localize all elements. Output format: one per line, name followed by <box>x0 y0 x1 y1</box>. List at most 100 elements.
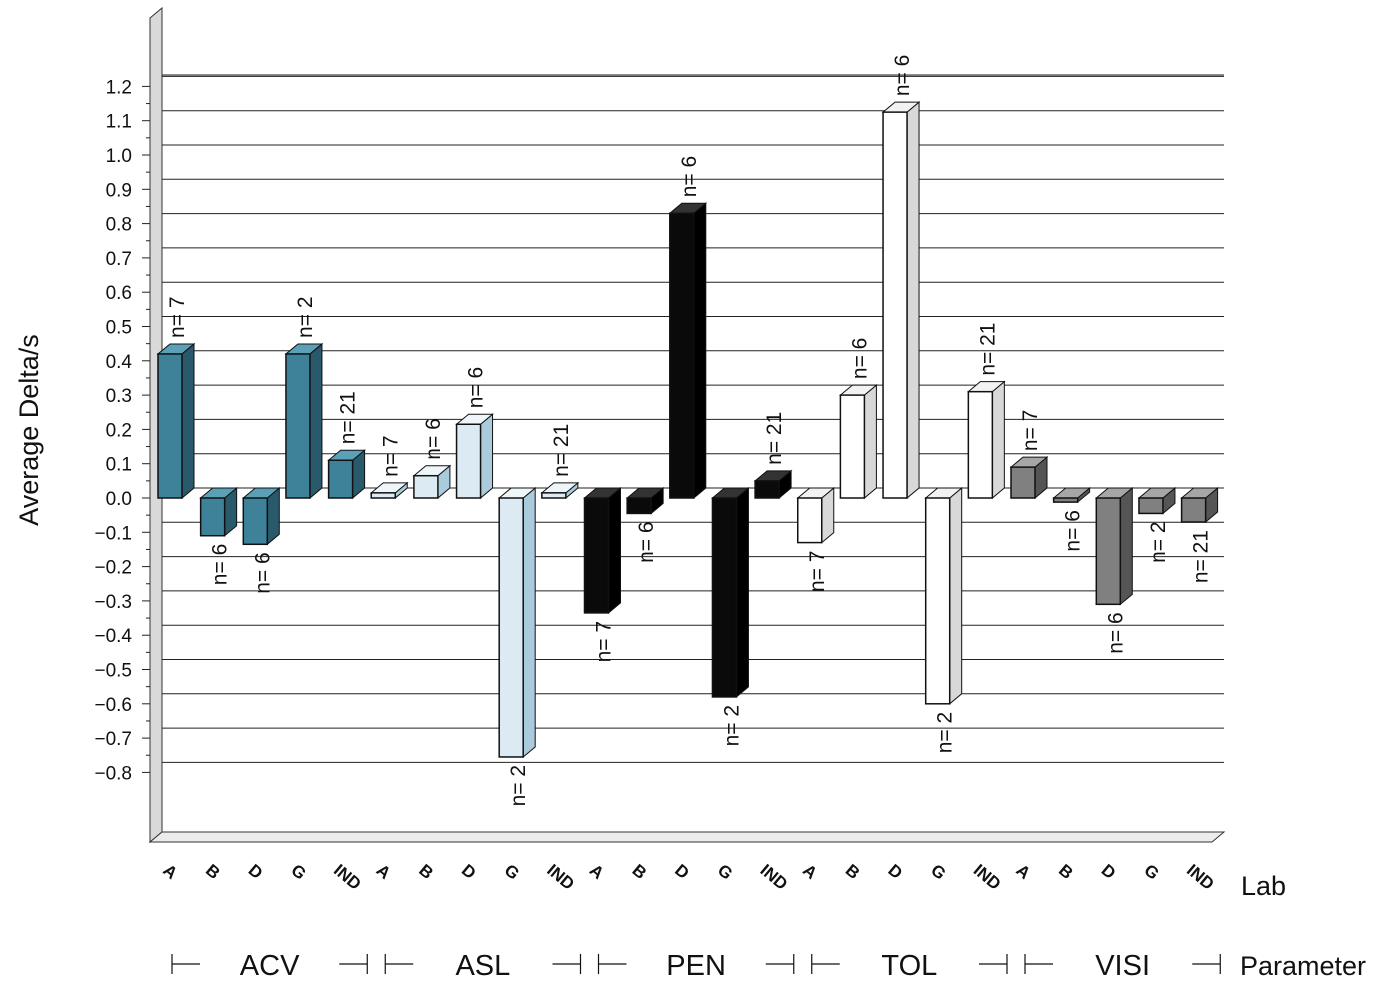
n-label: n= 6 <box>1104 612 1127 653</box>
lab-label: D <box>458 861 480 883</box>
chart-walls <box>148 6 1226 844</box>
y-tick-label: 1.0 <box>106 146 132 167</box>
group-label: ACV <box>240 950 300 982</box>
y-tick-label: 0.2 <box>106 420 132 441</box>
bar-asl-g <box>497 486 537 759</box>
bar-side <box>906 101 920 500</box>
lab-label: IND <box>330 861 365 894</box>
group-label: PEN <box>666 950 726 982</box>
lab-label: A <box>373 861 395 883</box>
lab-label: A <box>586 861 608 883</box>
bar-front <box>797 497 823 544</box>
bar-front <box>242 497 269 546</box>
n-label: n= 7 <box>806 551 829 592</box>
y-tick-label: 0.6 <box>106 283 132 304</box>
bar-front <box>1010 466 1036 499</box>
group-label: TOL <box>881 950 937 982</box>
bar-acv-ind <box>327 449 366 500</box>
n-label: n= 2 <box>507 765 530 806</box>
n-label: n= 21 <box>976 323 999 376</box>
n-label: n= 21 <box>1190 530 1213 583</box>
bar-asl-a <box>369 481 409 500</box>
n-label: n= 21 <box>550 424 573 477</box>
y-tick-label: −0.4 <box>94 626 132 647</box>
lab-tick-labels: A B D G IND A B D G IND A B D G IND A B D G IND A B D G IND <box>159 861 1217 894</box>
y-tick-label: −0.7 <box>94 729 132 750</box>
bar-side <box>480 413 494 500</box>
bar-front <box>285 353 311 499</box>
bar-acv-b <box>199 486 239 537</box>
n-label: n= 7 <box>166 296 189 337</box>
bar-pen-a <box>583 486 622 614</box>
n-label: n= 6 <box>678 156 701 197</box>
bar-tol-g <box>924 486 964 705</box>
y-tick-label: 0.5 <box>106 318 132 339</box>
y-tick-label: −0.2 <box>94 558 132 579</box>
bar-visi-ind <box>1180 486 1219 524</box>
lab-label: A <box>159 861 181 883</box>
bar-front <box>967 390 994 499</box>
bar-side <box>309 342 323 500</box>
bar-front <box>669 212 695 499</box>
y-tick-label: 0.1 <box>106 455 132 476</box>
n-label: n= 2 <box>934 712 957 753</box>
lab-label: IND <box>1183 861 1218 894</box>
group-acv: ACV <box>171 950 368 982</box>
bar-side <box>949 486 963 705</box>
y-tick-label: 1.2 <box>106 77 132 98</box>
y-tick-label: 0.3 <box>106 386 132 407</box>
group-axis-title: Parameter <box>1240 951 1366 981</box>
lab-label: B <box>842 861 864 883</box>
bar-side <box>735 486 749 699</box>
group-label: ASL <box>455 950 510 982</box>
n-label: n= 6 <box>465 367 488 408</box>
lab-label: IND <box>970 861 1005 894</box>
n-label: n= 6 <box>848 338 871 379</box>
group-visi: VISI <box>1024 950 1221 982</box>
y-tick-label: 0.8 <box>106 215 132 236</box>
bar-acv-a <box>156 342 196 500</box>
bar-tol-ind <box>966 380 1006 500</box>
bar-front <box>583 497 610 614</box>
bar-asl-d <box>455 413 494 500</box>
y-tick-label: −0.1 <box>94 523 132 544</box>
bar-visi-b <box>1052 486 1092 504</box>
bar-acv-d <box>241 486 281 546</box>
lab-label: A <box>1012 861 1034 883</box>
lab-label: B <box>1055 861 1077 883</box>
bar-side <box>863 384 877 500</box>
x-axis-title: Lab <box>1241 871 1286 901</box>
n-label: n= 7 <box>593 621 616 662</box>
bar-front <box>626 497 652 515</box>
y-tick-label: −0.8 <box>94 763 132 784</box>
bar-side <box>1119 486 1133 606</box>
bars <box>156 101 1219 759</box>
lab-label: G <box>1140 861 1162 884</box>
lab-label: D <box>245 861 267 883</box>
lab-label: D <box>884 861 906 883</box>
bar-front <box>1095 497 1122 606</box>
n-label: n= 6 <box>635 521 658 562</box>
bar-visi-g <box>1137 486 1177 515</box>
group-asl: ASL <box>384 950 582 982</box>
y-tick-label: −0.3 <box>94 592 132 613</box>
n-label: n= 21 <box>763 412 786 465</box>
n-label: n= 6 <box>251 552 274 593</box>
lab-label: G <box>287 861 309 884</box>
bar-asl-ind <box>540 481 580 500</box>
y-axis-ticks: 1.2 1.1 1.0 0.9 0.8 0.7 0.6 0.5 0.4 0.3 0.2 0.1 0.0 −… <box>94 77 150 784</box>
bar-front <box>199 497 226 537</box>
bar-front <box>1052 497 1079 503</box>
n-label: n= 7 <box>1019 410 1042 451</box>
bar-front <box>541 492 567 499</box>
lab-label: G <box>501 861 523 884</box>
lab-label: B <box>415 861 437 883</box>
bar-front <box>711 497 738 698</box>
y-tick-label: 0.0 <box>106 489 132 510</box>
lab-label: B <box>202 861 224 883</box>
bar-tol-a <box>796 486 836 544</box>
y-axis-title: Average Delta/s <box>14 334 44 526</box>
bar-front <box>327 459 354 499</box>
lab-label: G <box>714 861 736 884</box>
